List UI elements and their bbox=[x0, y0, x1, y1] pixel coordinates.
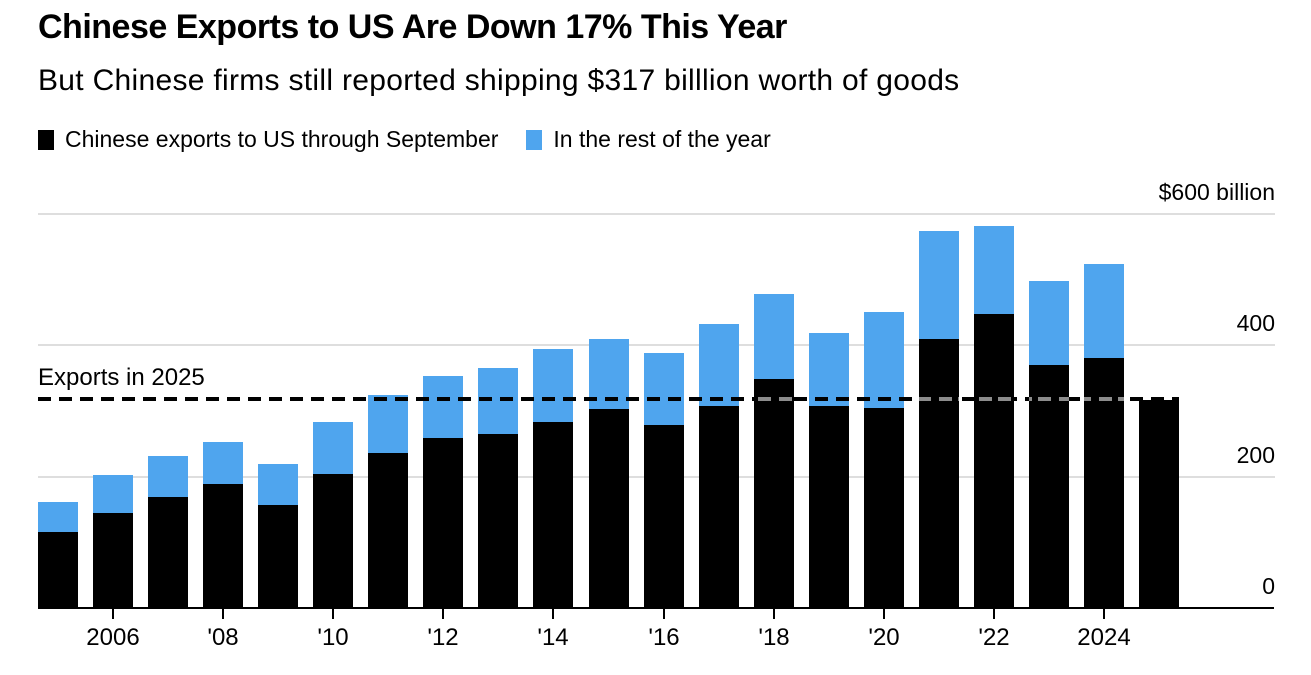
bar-2008-through-september bbox=[203, 484, 243, 608]
x-axis-label-2008: '08 bbox=[207, 624, 239, 651]
x-axis-tick-2024 bbox=[1103, 608, 1105, 619]
bar-2021-rest-of-year bbox=[919, 231, 959, 339]
x-axis-tick-2018 bbox=[773, 608, 775, 619]
bar-2015-rest-of-year bbox=[589, 339, 629, 409]
x-axis-label-2016: '16 bbox=[648, 624, 680, 651]
bar-2023-rest-of-year bbox=[1029, 281, 1069, 365]
x-axis-tick-2010 bbox=[332, 608, 334, 619]
x-axis-label-2006: 2006 bbox=[86, 624, 140, 651]
y-axis-label-600: $600 billion bbox=[1158, 178, 1275, 205]
bar-2010-through-september bbox=[313, 474, 353, 608]
x-axis-tick-2022 bbox=[993, 608, 995, 619]
bar-2007-through-september bbox=[148, 497, 188, 608]
bar-2010-rest-of-year bbox=[313, 422, 353, 474]
legend: Chinese exports to US through September … bbox=[38, 126, 771, 153]
reference-line-label: Exports in 2025 bbox=[38, 364, 205, 392]
bar-2005-rest-of-year bbox=[38, 502, 78, 532]
bar-2017-rest-of-year bbox=[699, 324, 739, 406]
bar-2022-rest-of-year bbox=[974, 226, 1014, 314]
x-axis-tick-2014 bbox=[552, 608, 554, 619]
bar-2021-through-september bbox=[919, 339, 959, 608]
bar-2011-through-september bbox=[368, 453, 408, 608]
bar-2008-rest-of-year bbox=[203, 442, 243, 484]
bar-2014-through-september bbox=[533, 422, 573, 608]
bar-2020-through-september bbox=[864, 408, 904, 608]
y-axis-label-400: 400 bbox=[1236, 310, 1275, 337]
chart-subtitle: But Chinese firms still reported shippin… bbox=[38, 64, 960, 97]
bar-2020-rest-of-year bbox=[864, 312, 904, 408]
bar-2006-through-september bbox=[93, 513, 133, 608]
bar-2012-rest-of-year bbox=[423, 376, 463, 438]
x-axis-label-2018: '18 bbox=[758, 624, 790, 651]
bar-2011-rest-of-year bbox=[368, 395, 408, 453]
chart-title: Chinese Exports to US Are Down 17% This … bbox=[38, 8, 787, 46]
bar-2019-through-september bbox=[809, 406, 849, 608]
reference-dashed-line-over-bar-2021 bbox=[919, 397, 959, 402]
legend-item-through-september: Chinese exports to US through September bbox=[38, 126, 498, 153]
bar-2005-through-september bbox=[38, 532, 78, 608]
bar-2018-rest-of-year bbox=[754, 294, 794, 379]
x-axis-label-2020: '20 bbox=[868, 624, 900, 651]
x-axis-tick-2020 bbox=[883, 608, 885, 619]
y-axis-label-0: 0 bbox=[1262, 573, 1275, 599]
plot-area: Exports in 2025 0 200 400 $600 billion 2006 '… bbox=[38, 174, 1275, 651]
reference-dashed-line-over-bar-2024 bbox=[1084, 397, 1124, 402]
legend-item-rest-of-year: In the rest of the year bbox=[526, 126, 771, 153]
reference-dashed-line-over-bar-2022 bbox=[974, 397, 1014, 402]
x-axis-tick-2016 bbox=[663, 608, 665, 619]
legend-label-through-september: Chinese exports to US through September bbox=[65, 126, 499, 152]
x-axis-tick-2006 bbox=[112, 608, 114, 619]
bar-2025-through-september bbox=[1139, 400, 1179, 608]
bar-2024-through-september bbox=[1084, 358, 1124, 608]
bar-2023-through-september bbox=[1029, 365, 1069, 608]
reference-dashed-line bbox=[38, 397, 1179, 402]
bar-2022-through-september bbox=[974, 314, 1014, 608]
bar-2024-rest-of-year bbox=[1084, 264, 1124, 358]
gridline-600 bbox=[38, 212, 1275, 215]
bar-2018-through-september bbox=[754, 379, 794, 608]
bar-2016-through-september bbox=[644, 425, 684, 608]
reference-dashed-line-over-bar-2018 bbox=[754, 397, 794, 402]
y-axis-label-200: 200 bbox=[1236, 441, 1275, 468]
bar-2015-through-september bbox=[589, 409, 629, 608]
x-axis-label-2014: '14 bbox=[537, 624, 569, 651]
bar-2007-rest-of-year bbox=[148, 456, 188, 497]
x-axis-tick-2008 bbox=[222, 608, 224, 619]
x-axis-label-2010: '10 bbox=[317, 624, 349, 651]
reference-dashed-line-over-bar-2023 bbox=[1029, 397, 1069, 402]
bar-2009-through-september bbox=[258, 505, 298, 608]
x-axis-label-2024: 2024 bbox=[1077, 624, 1131, 651]
x-axis-line bbox=[38, 607, 1274, 609]
x-axis-label-2022: '22 bbox=[978, 624, 1010, 651]
legend-swatch-blue-icon bbox=[526, 129, 543, 150]
bar-2019-rest-of-year bbox=[809, 333, 849, 406]
bar-2016-rest-of-year bbox=[644, 353, 684, 425]
bar-2014-rest-of-year bbox=[533, 349, 573, 422]
bar-2009-rest-of-year bbox=[258, 464, 298, 505]
bar-2012-through-september bbox=[423, 438, 463, 608]
bar-2006-rest-of-year bbox=[93, 475, 133, 513]
legend-swatch-black-icon bbox=[38, 129, 54, 150]
x-axis-tick-2012 bbox=[442, 608, 444, 619]
x-axis-label-2012: '12 bbox=[427, 624, 459, 651]
legend-label-rest-of-year: In the rest of the year bbox=[553, 126, 771, 152]
bar-2013-through-september bbox=[478, 434, 518, 608]
gridline-400 bbox=[38, 344, 1275, 347]
bar-2017-through-september bbox=[699, 406, 739, 608]
